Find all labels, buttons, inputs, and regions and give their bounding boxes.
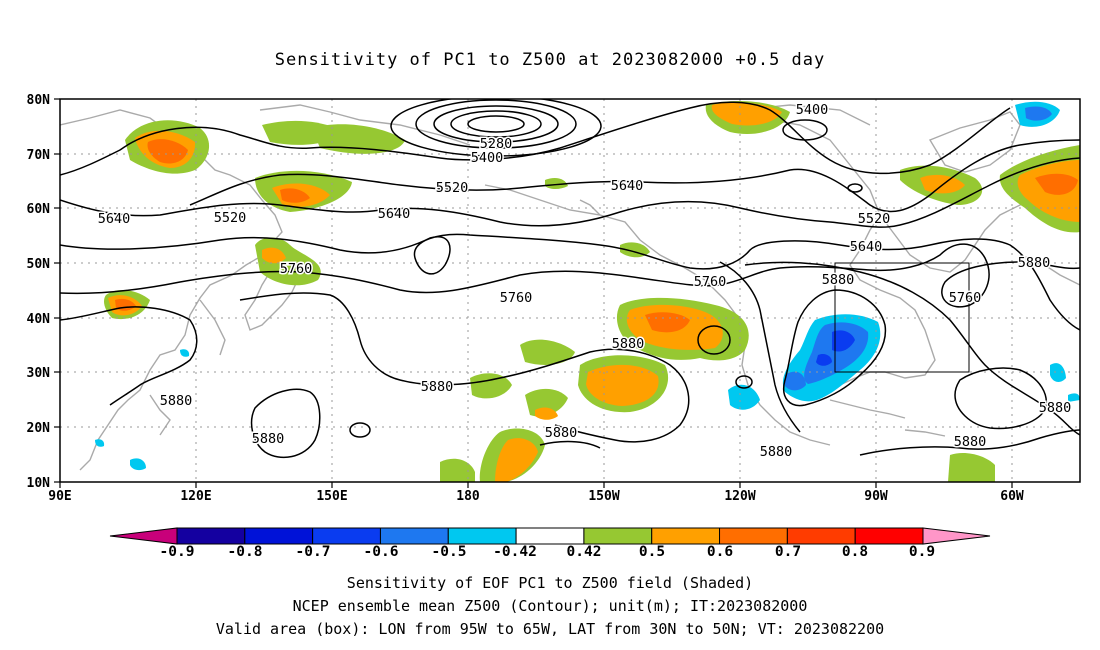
contour-label: 5880	[612, 336, 645, 352]
map-frame	[59, 98, 1081, 483]
colorbar-swatch	[651, 527, 721, 545]
colorbar-swatch	[312, 527, 381, 545]
contour-label: 5880	[1039, 400, 1072, 416]
gridlines	[60, 99, 1080, 482]
contour-label: 5640	[98, 211, 131, 227]
lon-label: 90E	[48, 489, 71, 504]
colorbar-swatch	[515, 527, 585, 545]
colorbar-swatch	[854, 527, 924, 545]
colorbar-label: 0.5	[639, 544, 665, 560]
colorbar-label: 0.9	[909, 544, 935, 560]
colorbar-label: -0.7	[296, 544, 331, 560]
colorbar-swatch	[176, 527, 246, 545]
caption-shaded: Sensitivity of EOF PC1 to Z500 field (Sh…	[346, 574, 754, 592]
contour-label: 5760	[694, 274, 727, 290]
contour-label: 5400	[796, 102, 829, 118]
contour-label: 5760	[949, 290, 982, 306]
lon-label: 60W	[1000, 489, 1024, 504]
lon-label: 180	[456, 489, 480, 504]
figure-title: Sensitivity of PC1 to Z500 at 2023082000…	[274, 50, 826, 70]
contour-label: 5880	[954, 434, 987, 450]
lon-label: 120W	[724, 489, 755, 504]
colorbar-swatch	[379, 527, 449, 545]
lat-label: 30N	[27, 366, 51, 381]
contour-label: 5400	[471, 150, 504, 166]
colorbar-label: 0.42	[567, 544, 602, 560]
colorbar-swatch	[786, 527, 856, 545]
contour-label: 5880	[760, 444, 793, 460]
lat-label: 40N	[27, 312, 51, 327]
colorbar-label: -0.42	[493, 544, 537, 560]
contour-label: 5520	[436, 180, 469, 196]
colorbar-label: -0.5	[432, 544, 467, 560]
lon-label: 90W	[864, 489, 888, 504]
colorbar-swatch	[583, 527, 653, 545]
contour-label: 5880	[252, 431, 285, 447]
colorbar-labels: -0.9 -0.8 -0.7 -0.6 -0.5 -0.42 0.42 0.5 …	[160, 544, 936, 560]
lat-label: 10N	[27, 476, 51, 491]
contour-labels: 5280 5400 5400 5520 5520 5520 5640 5640 …	[96, 101, 1073, 462]
contour-label: 5880	[1018, 255, 1051, 271]
colorbar-swatch	[719, 527, 788, 545]
contour-label: 5280	[480, 136, 513, 152]
colorbar: -0.9 -0.8 -0.7 -0.6 -0.5 -0.42 0.42 0.5 …	[109, 527, 991, 560]
contour-label: 5760	[280, 261, 313, 277]
colorbar-extend-high	[922, 527, 991, 545]
contour-label: 5640	[850, 239, 883, 255]
valid-area-box	[834, 262, 970, 373]
contour-label: 5640	[611, 178, 644, 194]
colorbar-swatch	[447, 527, 517, 545]
lat-labels: 10N 20N 30N 40N 50N 60N 70N 80N	[27, 93, 51, 491]
contour-label: 5880	[421, 379, 454, 395]
map-panel: 5280 5400 5400 5520 5520 5520 5640 5640 …	[27, 93, 1081, 504]
colorbar-label: -0.8	[228, 544, 263, 560]
contour-label: 5880	[545, 425, 578, 441]
colorbar-label: -0.9	[160, 544, 195, 560]
colorbar-label: 0.7	[775, 544, 801, 560]
caption-valid-area: Valid area (box): LON from 95W to 65W, L…	[215, 620, 885, 638]
colorbar-label: -0.6	[364, 544, 399, 560]
contour-label: 5640	[378, 206, 411, 222]
colorbar-swatches	[109, 527, 991, 545]
contour-label: 5880	[822, 272, 855, 288]
contour-label: 5880	[160, 393, 193, 409]
contour-label: 5520	[214, 210, 247, 226]
lat-label: 70N	[27, 148, 51, 163]
caption-contour: NCEP ensemble mean Z500 (Contour); unit(…	[292, 597, 808, 615]
lat-label: 50N	[27, 257, 51, 272]
lon-label: 150W	[588, 489, 619, 504]
lat-label: 60N	[27, 202, 51, 217]
lat-label: 80N	[27, 93, 51, 108]
colorbar-label: 0.8	[842, 544, 868, 560]
axis-ticks	[54, 98, 1013, 488]
z500-contours	[60, 99, 1080, 459]
contour-label: 5520	[858, 211, 891, 227]
colorbar-swatch	[244, 527, 314, 545]
colorbar-label: 0.6	[707, 544, 733, 560]
lon-label: 120E	[180, 489, 211, 504]
lon-label: 150E	[316, 489, 347, 504]
lat-label: 20N	[27, 421, 51, 436]
contour-label: 5760	[500, 290, 533, 306]
colorbar-extend-low	[109, 527, 178, 545]
lon-labels: 90E 120E 150E 180 150W 120W 90W 60W	[48, 489, 1024, 504]
